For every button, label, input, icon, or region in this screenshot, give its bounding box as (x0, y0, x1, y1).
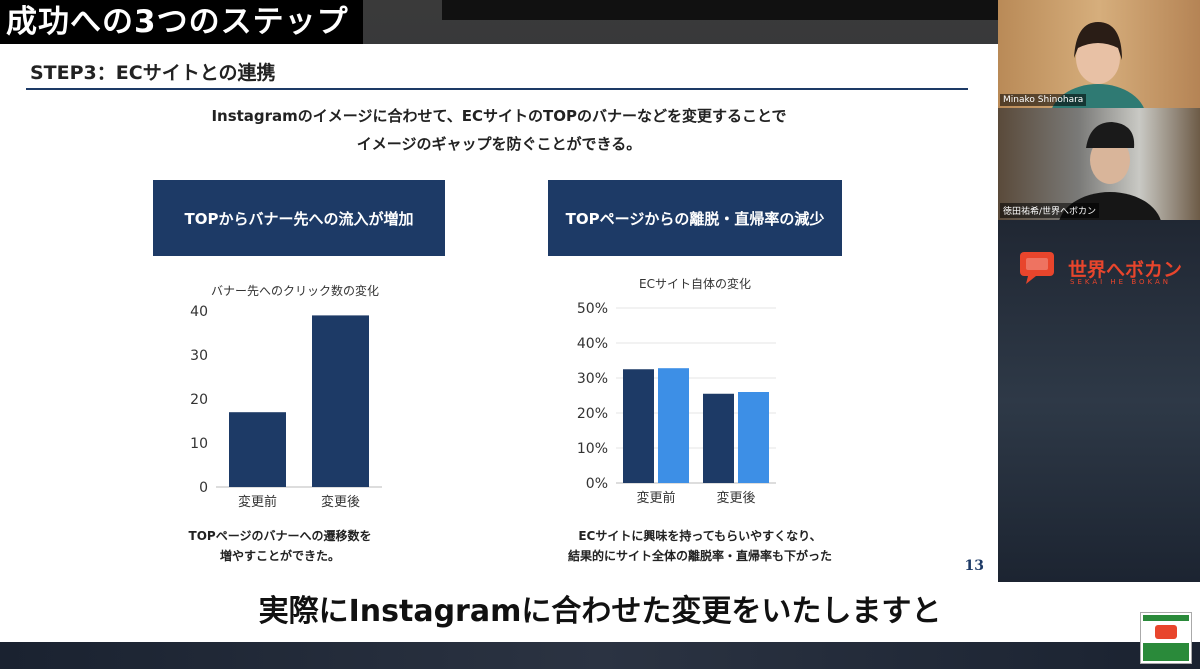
y-tick-label: 0 (199, 480, 208, 496)
y-tick-label: 50% (577, 301, 608, 317)
participant-name-2: 徳田祐希/世界へボカン (1000, 203, 1100, 218)
right-caption: ECサイトに興味を持ってもらいやすくなり、 結果的にサイト全体の離脱率・直帰率も… (520, 526, 880, 566)
x-tick-label: 変更後 (321, 494, 360, 510)
left-caption: TOPページのバナーへの遷移数を 増やすことができた。 (150, 526, 410, 566)
page-number: 13 (964, 558, 984, 574)
right-caption-line-2: 結果的にサイト全体の離脱率・直帰率も下がった (567, 549, 832, 563)
left-chart-title: バナー先へのクリック数の変化 (210, 284, 379, 298)
x-tick-label: 変更後 (716, 490, 755, 506)
brand-logo-sub: SEKAI HE BOKAN (1070, 278, 1172, 286)
subtitle-caption: 実際にInstagramに合わせた変更をいたしますと (0, 582, 1200, 642)
y-tick-label: 40 (190, 304, 208, 320)
intro-text: Instagramのイメージに合わせて、ECサイトのTOPのバナーなどを変更する… (0, 102, 998, 158)
participant-video-2[interactable]: 徳田祐希/世界へボカン (998, 108, 1200, 220)
y-tick-label: 10 (190, 436, 208, 452)
right-panel-heading-box: TOPページからの離脱・直帰率の減少 (548, 180, 842, 256)
brand-panel: 世界へボカン SEKAI HE BOKAN (998, 220, 1200, 582)
right-bar-chart: 0% 10% 20% 30% 40% 50% 変更前 変更後 (577, 301, 776, 506)
bar-1-2 (658, 368, 689, 483)
y-tick-label: 40% (577, 336, 608, 352)
left-bar-chart: 0 10 20 30 40 変更前 変更後 (190, 304, 382, 510)
left-caption-line-1: TOPページのバナーへの遷移数を (188, 529, 372, 543)
y-tick-label: 20 (190, 392, 208, 408)
speech-bubble-icon (1020, 252, 1054, 284)
participant-name-1: Minako Shinohara (1000, 94, 1087, 106)
bar-1-1 (229, 412, 286, 487)
bar-2-1 (312, 315, 369, 487)
bar-1-1 (623, 369, 654, 483)
corner-title: 成功への3つのステップ (0, 0, 363, 44)
heading-divider (26, 88, 968, 90)
y-tick-label: 10% (577, 441, 608, 457)
intro-line-2: イメージのギャップを防ぐことができる。 (356, 135, 642, 153)
participant-video-1[interactable]: Minako Shinohara (998, 0, 1200, 108)
brand-logo: 世界へボカン (1018, 250, 1182, 286)
intro-line-1: Instagramのイメージに合わせて、ECサイトのTOPのバナーなどを変更する… (211, 107, 787, 125)
y-tick-label: 30% (577, 371, 608, 387)
y-tick-label: 0% (586, 476, 608, 492)
presentation-slide: STEP3：ECサイトとの連携 Instagramのイメージに合わせて、ECサイ… (0, 44, 998, 582)
step-heading: STEP3：ECサイトとの連携 (30, 62, 276, 84)
bar-2-2 (738, 392, 769, 483)
bar-2-1 (703, 393, 734, 483)
y-tick-label: 30 (190, 348, 208, 364)
top-strip (442, 0, 998, 20)
x-tick-label: 変更前 (636, 490, 675, 506)
right-panel-heading: TOPページからの離脱・直帰率の減少 (565, 209, 825, 228)
participant-avatar-1 (1052, 22, 1144, 108)
left-panel-heading: TOPからバナー先への流入が増加 (184, 209, 414, 228)
channel-logo-icon[interactable] (1140, 612, 1192, 664)
x-tick-label: 変更前 (238, 494, 277, 510)
right-chart-title: ECサイト自体の変化 (639, 277, 751, 291)
right-caption-line-1: ECサイトに興味を持ってもらいやすくなり、 (578, 529, 822, 543)
left-panel-heading-box: TOPからバナー先への流入が増加 (153, 180, 445, 256)
left-caption-line-2: 増やすことができた。 (219, 549, 340, 563)
y-tick-label: 20% (577, 406, 608, 422)
bottom-strip (0, 642, 1200, 669)
brand-logo-text: 世界へボカン (1068, 258, 1183, 281)
